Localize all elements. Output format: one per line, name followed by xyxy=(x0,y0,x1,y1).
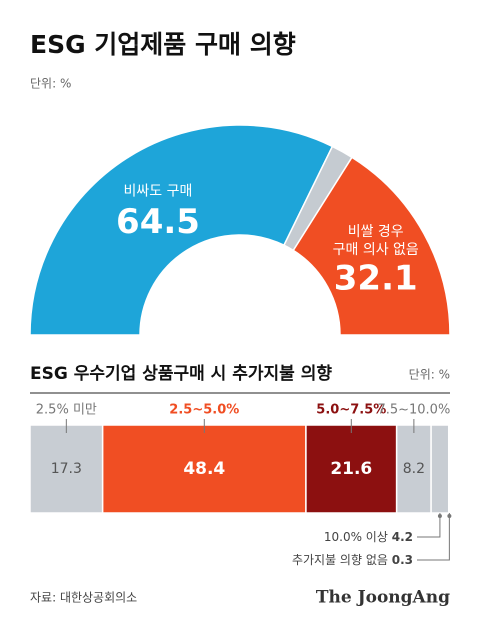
unit-label: 단위: % xyxy=(409,368,450,382)
donut-slice xyxy=(292,156,451,336)
slice-label: 비쌀 경우 구매 의사 없음 xyxy=(333,224,419,258)
value-label: 4.2 xyxy=(392,530,413,544)
value-label: 8.2 xyxy=(403,461,425,477)
leader-line xyxy=(417,513,441,538)
chart-title: ESG 기업제품 구매 의향 xyxy=(30,30,296,59)
value-label: 21.6 xyxy=(330,459,372,479)
chart-title: ESG 우수기업 상품구매 시 추가지불 의향 xyxy=(30,363,332,384)
unit-label: 단위: % xyxy=(30,77,71,91)
leader-line xyxy=(417,513,450,561)
bar-segment xyxy=(29,424,104,514)
slice-value: 64.5 xyxy=(116,202,200,242)
slice-value: 32.1 xyxy=(334,259,418,299)
logo: The JoongAng xyxy=(316,588,450,608)
category-name: 10.0% 이상 xyxy=(324,530,388,544)
category-name: 추가지불 의향 없음 xyxy=(292,553,388,567)
value-label: 0.3 xyxy=(392,553,413,567)
category-label: 5.0~7.5% xyxy=(316,403,386,418)
category-label: 10.0% 이상 4.2 xyxy=(324,530,413,544)
source: 자료: 대한상공회의소 xyxy=(30,591,137,605)
bar-segment xyxy=(447,424,451,514)
value-label: 17.3 xyxy=(51,461,82,477)
category-label: 추가지불 의향 없음 0.3 xyxy=(292,553,413,567)
donut-slice xyxy=(29,124,334,336)
slice-label: 비싸도 구매 xyxy=(124,183,193,199)
bar-segment xyxy=(305,424,398,514)
category-label: 2.5% 미만 xyxy=(36,403,97,418)
leader-dot xyxy=(447,514,452,518)
category-label: 7.5~10.0% xyxy=(377,403,450,418)
leader-dot xyxy=(437,514,442,518)
category-label: 2.5~5.0% xyxy=(169,403,239,418)
bar-segment xyxy=(430,424,450,514)
value-label: 48.4 xyxy=(183,459,225,479)
